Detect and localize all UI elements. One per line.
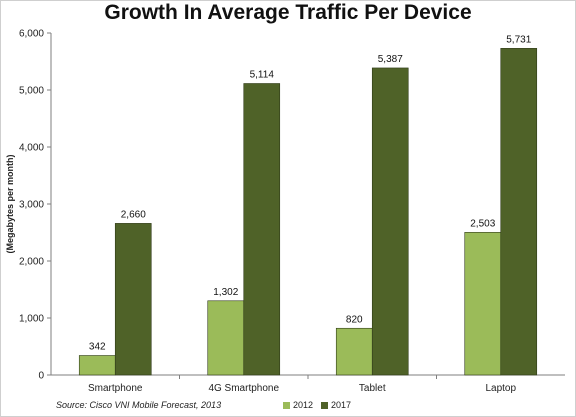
data-label-2017: 2,660 bbox=[121, 209, 146, 220]
y-tick-label: 1,000 bbox=[19, 314, 44, 325]
legend-label-2012: 2012 bbox=[293, 400, 314, 410]
source-note: Source: Cisco VNI Mobile Forecast, 2013 bbox=[56, 400, 222, 410]
y-axis-label: (Megabytes per month) bbox=[5, 154, 15, 253]
x-tick-label: Laptop bbox=[485, 383, 516, 394]
bar-2012 bbox=[335, 327, 373, 376]
y-tick-label: 2,000 bbox=[19, 257, 44, 268]
legend-item-2012: 2012 bbox=[283, 400, 313, 410]
chart-title: Growth In Average Traffic Per Device bbox=[104, 1, 472, 24]
bar-2017 bbox=[371, 67, 409, 376]
bar-2012 bbox=[464, 232, 502, 376]
bar-2017 bbox=[500, 48, 538, 376]
y-tick-label: 0 bbox=[38, 371, 44, 382]
y-tick-label: 3,000 bbox=[19, 200, 44, 211]
data-label-2012: 342 bbox=[89, 342, 106, 353]
data-label-2017: 5,387 bbox=[378, 54, 403, 65]
legend: 2012 2017 bbox=[283, 400, 359, 410]
bar-2012 bbox=[207, 300, 245, 376]
bar-2017 bbox=[114, 223, 152, 376]
y-tick-label: 5,000 bbox=[19, 86, 44, 97]
x-tick-label: Tablet bbox=[359, 383, 386, 394]
data-label-2012: 820 bbox=[346, 314, 363, 325]
x-tick-label: Smartphone bbox=[88, 383, 143, 394]
legend-label-2017: 2017 bbox=[331, 400, 352, 410]
x-tick-label: 4G Smartphone bbox=[208, 383, 279, 394]
data-label-2017: 5,114 bbox=[250, 70, 275, 81]
y-tick-label: 4,000 bbox=[19, 143, 44, 154]
legend-swatch-2012 bbox=[283, 401, 290, 409]
data-label-2012: 1,302 bbox=[213, 287, 238, 298]
y-tick-label: 6,000 bbox=[19, 29, 44, 40]
data-label-2017: 5,731 bbox=[506, 34, 531, 45]
legend-swatch-2017 bbox=[321, 401, 329, 409]
data-label-2012: 2,503 bbox=[470, 218, 495, 229]
bar-2012 bbox=[78, 355, 116, 376]
legend-item-2017: 2017 bbox=[321, 400, 351, 410]
bar-2017 bbox=[243, 83, 281, 376]
